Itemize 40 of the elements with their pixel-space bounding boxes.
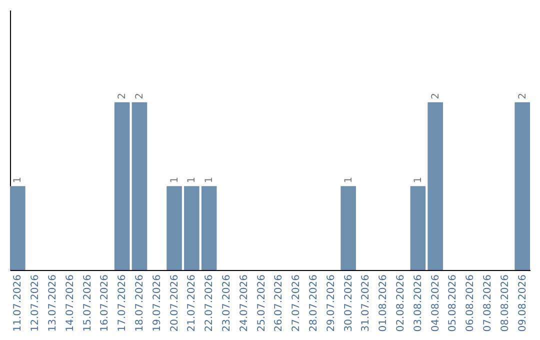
x-tick-label: 01.08.2026 <box>378 274 390 332</box>
x-tick-label: 18.07.2026 <box>134 274 146 332</box>
x-tick-label: 19.07.2026 <box>152 274 163 332</box>
x-tick-label: 21.07.2026 <box>186 274 198 332</box>
x-tick-label: 06.08.2026 <box>465 274 476 332</box>
x-tick-label: 08.08.2026 <box>500 274 511 332</box>
data-label: 2 <box>134 92 146 100</box>
x-tick-label: 04.08.2026 <box>430 274 442 332</box>
x-tick-label: 12.07.2026 <box>30 274 42 332</box>
x-tick-label: 30.07.2026 <box>343 274 354 332</box>
data-label: 1 <box>186 176 198 184</box>
x-tick-label: 20.07.2026 <box>169 274 180 332</box>
x-tick-label: 13.07.2026 <box>47 274 58 332</box>
x-tick-label: 16.07.2026 <box>100 274 111 332</box>
x-tick-label: 02.08.2026 <box>396 274 407 332</box>
data-label: 2 <box>117 92 128 100</box>
x-tick-label: 15.07.2026 <box>82 274 94 332</box>
x-tick-label: 31.07.2026 <box>360 274 372 332</box>
x-tick-label: 29.07.2026 <box>326 274 337 332</box>
x-tick-label: 28.07.2026 <box>308 274 320 332</box>
data-label: 2 <box>517 92 528 100</box>
x-tick-label: 22.07.2026 <box>204 274 216 332</box>
data-label: 1 <box>343 176 354 184</box>
x-tick-label: 09.08.2026 <box>517 274 528 332</box>
data-label: 1 <box>204 176 216 184</box>
x-tick-label: 17.07.2026 <box>117 274 128 332</box>
x-tick-label: 24.07.2026 <box>238 274 250 332</box>
x-tick-label: 05.08.2026 <box>448 274 459 332</box>
x-tick-label: 07.08.2026 <box>482 274 494 332</box>
x-tick-label: 25.07.2026 <box>256 274 268 332</box>
data-label: 2 <box>430 92 442 100</box>
x-tick-label: 03.08.2026 <box>412 274 424 332</box>
x-tick-label: 23.07.2026 <box>221 274 232 332</box>
x-tick-label: 14.07.2026 <box>64 274 76 332</box>
x-tick-label: 11.07.2026 <box>12 274 24 332</box>
x-tick-label: 26.07.2026 <box>274 274 285 332</box>
data-label: 1 <box>412 176 424 184</box>
x-tick-label: 27.07.2026 <box>291 274 302 332</box>
data-label: 1 <box>169 176 180 184</box>
data-label: 1 <box>12 176 24 184</box>
